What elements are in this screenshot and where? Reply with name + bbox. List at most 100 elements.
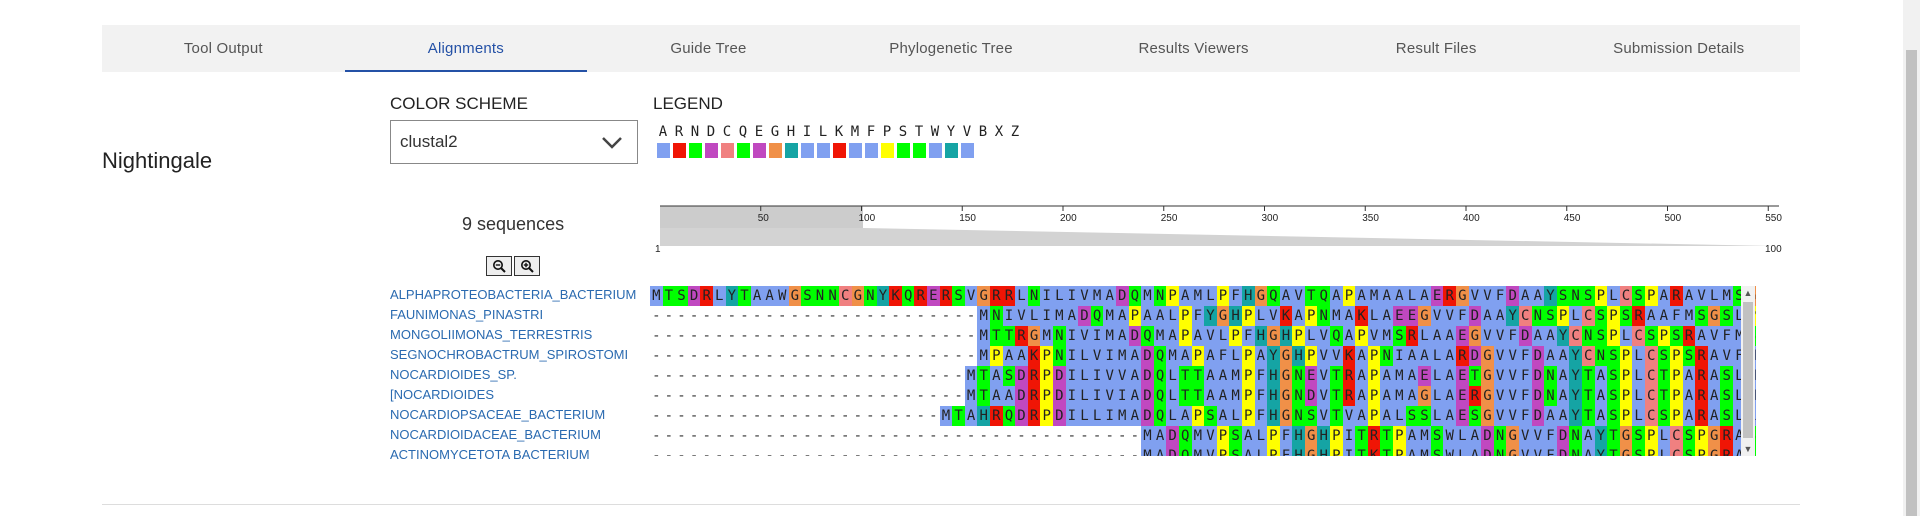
legend-swatch [672,143,686,158]
legend-swatch [880,143,894,158]
section-divider [102,504,1800,505]
legend-swatch [768,143,782,158]
legend-letter: E [754,124,764,140]
sequence-name[interactable]: [NOCARDIOIDES [390,387,495,402]
legend-swatch [928,143,942,158]
legend-item: I [799,124,815,158]
legend-item: X [991,124,1007,158]
alignment-row: ---------------------------------------M… [650,426,1756,446]
navigator-zoom-wedge [660,228,1775,246]
legend-letter: V [962,124,972,140]
legend-letter: L [818,124,828,140]
tab-alignments[interactable]: Alignments [344,25,588,72]
color-scheme-label: COLOR SCHEME [390,94,528,113]
legend-item: R [671,124,687,158]
legend-item: M [847,124,863,158]
sequence-name[interactable]: MONGOLIIMONAS_TERRESTRIS [390,327,593,342]
navigator-tick-label: 250 [1161,213,1178,224]
legend-letter: X [994,124,1004,140]
tab-submission-details[interactable]: Submission Details [1613,40,1745,57]
legend-letter: P [882,124,892,140]
alignment-row: ---------------------------------------M… [650,446,1756,456]
page-scroll-thumb[interactable] [1906,50,1917,516]
sequence-name[interactable]: NOCARDIOIDES_SP. [390,367,517,382]
range-end-label: 100 [1765,244,1782,255]
sequence-name[interactable]: NOCARDIOPSACEAE_BACTERIUM [390,407,606,422]
legend-item: N [687,124,703,158]
legend-item: K [831,124,847,158]
legend-swatch [656,143,670,158]
zoom-out-button[interactable] [486,256,512,276]
sequence-name-list: ALPHAPROTEOBACTERIA_BACTERIUM FAUNIMONAS_… [390,285,636,465]
legend-swatch [800,143,814,158]
legend-swatch [944,143,958,158]
sequence-name[interactable]: NOCARDIOIDACEAE_BACTERIUM [390,427,601,442]
legend-item: P [879,124,895,158]
zoom-out-icon [493,260,506,273]
navigator-tick-label: 450 [1564,213,1581,224]
legend-item: B [975,124,991,158]
legend-letter: Z [1010,124,1020,140]
navigator-tick-label: 200 [1060,213,1077,224]
legend-letter: N [690,124,700,140]
sequence-name[interactable]: ACTINOMYCETOTA BACTERIUM [390,447,590,462]
legend-swatch [848,143,862,158]
legend-item: T [911,124,927,158]
legend-item: F [863,124,879,158]
tab-guide-tree[interactable]: Guide Tree [670,40,747,57]
sequence-name[interactable]: SEGNOCHROBACTRUM_SPIROSTOMI [390,347,629,362]
legend-letter: R [674,124,684,140]
navigator-selection[interactable] [660,206,863,228]
sequence-name[interactable]: ALPHAPROTEOBACTERIA_BACTERIUM [390,287,637,302]
legend-swatch [736,143,750,158]
legend-item: S [895,124,911,158]
zoom-in-button[interactable] [514,256,540,276]
navigator-tick-label: 300 [1262,213,1279,224]
navigator-tick-label: 50 [758,213,770,224]
legend-item: Z [1007,124,1023,158]
legend-letter: G [770,124,780,140]
color-scheme-select[interactable]: clustal2 [390,120,638,164]
tab-result-files[interactable]: Result Files [1395,40,1477,57]
legend-swatch [688,143,702,158]
alignment-scroll-thumb[interactable] [1743,302,1753,438]
legend-label: LEGEND [653,94,723,113]
tab-results-viewers[interactable]: Results Viewers [1138,40,1249,57]
legend-item: Y [943,124,959,158]
scroll-down-icon[interactable]: ▼ [1743,444,1753,454]
tab-tool-output[interactable]: Tool Output [183,40,263,57]
legend-item: Q [735,124,751,158]
legend-letter: K [834,124,844,140]
legend-item: C [719,124,735,158]
sequence-count: 9 sequences [462,214,565,234]
sequence-name[interactable]: FAUNIMONAS_PINASTRI [390,307,544,322]
legend-letter: A [658,124,668,140]
tab-phylogenetic-tree[interactable]: Phylogenetic Tree [889,40,1013,57]
page-scrollbar[interactable] [1903,0,1920,516]
scroll-up-icon[interactable]: ▲ [1743,288,1753,298]
legend-letter: S [898,124,908,140]
legend-letter: C [722,124,732,140]
result-tabs: Tool Output Alignments Guide Tree Phylogene… [102,25,1800,72]
navigator-tick-label: 350 [1362,213,1379,224]
legend-swatch [912,143,926,158]
legend-swatch [832,143,846,158]
legend-swatch [720,143,734,158]
navigator-tick-label: 550 [1765,213,1782,224]
legend-letter: T [914,124,924,140]
legend-letter: Y [946,124,956,140]
sequence-navigator[interactable]: 50 100 150 200 250 300 350 400 450 500 550 1 100 [655,200,1785,260]
alignment-scrollbar[interactable]: ▲ ▼ [1741,286,1755,456]
legend-swatch [896,143,910,158]
legend-letter: Q [738,124,748,140]
legend-item: L [815,124,831,158]
